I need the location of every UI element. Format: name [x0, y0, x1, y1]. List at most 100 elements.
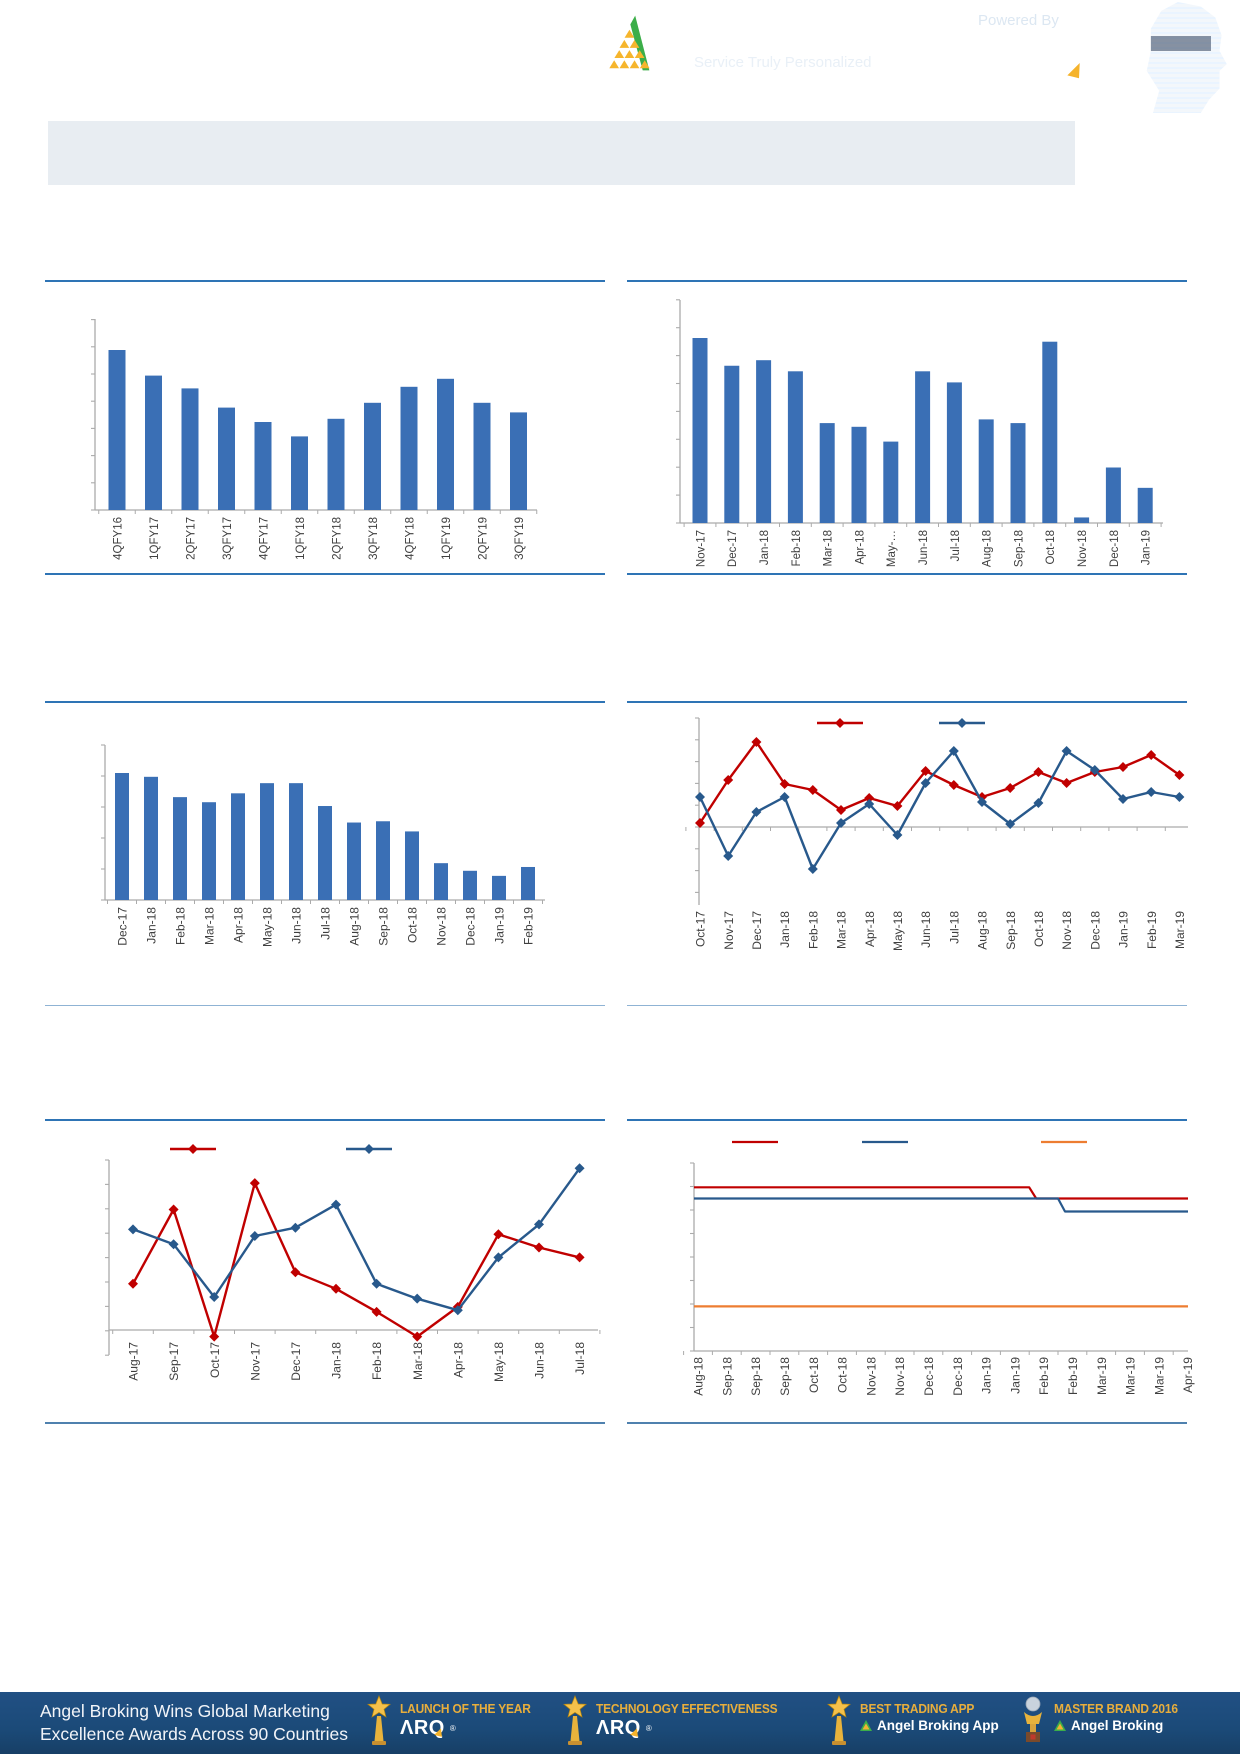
svg-text:Apr-18: Apr-18 [232, 907, 246, 943]
svg-text:Dec-18: Dec-18 [464, 907, 478, 946]
svg-text:1QFY19: 1QFY19 [441, 517, 453, 560]
arq-logo-text: ΛRQ [964, 27, 1080, 85]
award-launch-of-the-year: LAUNCH OF THE YEAR ΛRQ ® [366, 1695, 542, 1747]
svg-text:Feb-18: Feb-18 [806, 911, 820, 949]
angel-broking-mini-logo-icon [1054, 1720, 1066, 1731]
bar-chart-quarterly: 4QFY16 1QFY17 2QFY17 3QFY17 4QFY17 1QFY18 2QFY… [91, 319, 538, 560]
svg-text:Sep-18: Sep-18 [377, 907, 391, 946]
decorative-ring [430, 12, 526, 108]
svg-text:Nov-17: Nov-17 [695, 530, 707, 567]
svg-text:Dec-18: Dec-18 [1109, 530, 1121, 567]
svg-text:Jan-18: Jan-18 [330, 1342, 344, 1379]
arq-logo: ΛRQ ® [964, 29, 1089, 84]
star-trophy-icon [367, 1695, 391, 1745]
svg-text:Nov-17: Nov-17 [248, 1342, 262, 1381]
svg-text:Dec-18: Dec-18 [922, 1357, 936, 1396]
svg-text:Jul-18: Jul-18 [950, 530, 962, 561]
award-title: TECHNOLOGY EFFECTIVENESS [596, 1701, 778, 1716]
section-rule [627, 1422, 1187, 1424]
svg-text:Jan-19: Jan-19 [493, 907, 507, 944]
svg-text:Sep-18: Sep-18 [720, 1357, 734, 1396]
svg-text:Sep-18: Sep-18 [1013, 530, 1025, 567]
svg-text:Jul-18: Jul-18 [319, 907, 333, 940]
line-chart-oct17-mar19: Oct-17 Nov-17 Dec-17 Jan-18 Feb-18 Mar-18 Apr-… [685, 717, 1188, 951]
footer: Angel Broking Wins Global Marketing Exce… [0, 1692, 1240, 1754]
svg-text:Dec-18: Dec-18 [951, 1357, 965, 1396]
svg-text:Sep-18: Sep-18 [749, 1357, 763, 1396]
award-subtitle: Angel Broking App [860, 1718, 999, 1733]
arq-triangle-icon [433, 1727, 444, 1737]
svg-text:Aug-18: Aug-18 [692, 1357, 706, 1396]
svg-text:Jan-19: Jan-19 [1141, 530, 1153, 565]
svg-text:Feb-19: Feb-19 [1037, 1357, 1051, 1395]
svg-text:Feb-19: Feb-19 [1066, 1357, 1080, 1395]
svg-text:Aug-17: Aug-17 [127, 1342, 141, 1381]
brand-text: Angel Broking® Service Truly Personalize… [666, 12, 900, 71]
award-subtitle-label: Angel Broking [1071, 1718, 1164, 1733]
award-title: BEST TRADING APP [860, 1701, 975, 1716]
svg-text:Oct-18: Oct-18 [836, 1357, 850, 1393]
section-rule [627, 701, 1187, 703]
svg-text:2QFY17: 2QFY17 [185, 517, 197, 560]
section-rule [45, 280, 605, 282]
svg-text:Sep-18: Sep-18 [778, 1357, 792, 1396]
svg-text:3QFY17: 3QFY17 [222, 517, 234, 560]
footer-headline: Angel Broking Wins Global Marketing Exce… [40, 1700, 348, 1746]
award-master-brand-2016: MASTER BRAND 2016 Angel Broking [1020, 1695, 1189, 1747]
step-line-chart-aug18-apr19: Aug-18 Sep-18 Sep-18 Sep-18 Oct-18 Oct-18 Nov-… [683, 1140, 1195, 1396]
star-trophy-icon [827, 1695, 851, 1745]
svg-text:Sep-17: Sep-17 [167, 1342, 181, 1381]
svg-text:Jul-18: Jul-18 [947, 911, 961, 944]
svg-text:Jun-18: Jun-18 [918, 530, 930, 565]
award-subtitle: Angel Broking [1054, 1718, 1189, 1733]
svg-text:Jan-18: Jan-18 [778, 911, 792, 948]
footer-headline-line1: Angel Broking Wins Global Marketing [40, 1701, 330, 1721]
svg-text:Dec-17: Dec-17 [116, 907, 130, 946]
brand-name-label: Angel Broking [666, 12, 892, 50]
award-subtitle: ΛRQ ® [400, 1718, 542, 1738]
svg-text:Mar-19: Mar-19 [1173, 911, 1187, 949]
ai-head-graphic [1146, 2, 1227, 113]
svg-text:Mar-18: Mar-18 [823, 530, 835, 566]
globe-trophy-icon [1024, 1696, 1042, 1742]
svg-text:Apr-18: Apr-18 [854, 530, 866, 565]
svg-text:Mar-19: Mar-19 [1152, 1357, 1166, 1395]
section-rule [627, 1005, 1187, 1006]
svg-text:Nov-17: Nov-17 [722, 911, 736, 950]
svg-text:Apr-19: Apr-19 [1181, 1357, 1195, 1393]
svg-text:Dec-17: Dec-17 [727, 530, 739, 567]
svg-text:Jan-18: Jan-18 [759, 530, 771, 565]
title-banner [48, 121, 1075, 185]
svg-text:Jan-19: Jan-19 [1117, 911, 1131, 948]
section-rule [45, 573, 605, 575]
arq-triangle-icon [629, 1727, 640, 1737]
star-trophy-icon [563, 1695, 587, 1745]
section-rule [45, 1119, 605, 1121]
svg-text:Jul-18: Jul-18 [573, 1342, 587, 1375]
svg-text:Oct-18: Oct-18 [1045, 530, 1057, 565]
svg-text:Nov-18: Nov-18 [1077, 530, 1089, 567]
svg-text:Aug-18: Aug-18 [348, 907, 362, 946]
angel-broking-mini-logo-icon [860, 1720, 872, 1731]
svg-text:1QFY18: 1QFY18 [295, 517, 307, 560]
svg-text:Feb-18: Feb-18 [370, 1342, 384, 1380]
svg-text:May-18: May-18 [261, 907, 275, 947]
bar-chart-monthly-nov17-jan19: Nov-17 Dec-17 Jan-18 Feb-18 Mar-18 Apr-18 May-… [676, 299, 1163, 567]
section-rule [45, 1005, 605, 1006]
award-best-trading-app: BEST TRADING APP Angel Broking App [826, 1695, 999, 1747]
section-rule [45, 1422, 605, 1424]
footer-headline-line2: Excellence Awards Across 90 Countries [40, 1724, 349, 1744]
award-title: MASTER BRAND 2016 [1054, 1701, 1178, 1716]
svg-text:Mar-18: Mar-18 [835, 911, 849, 949]
svg-text:Jun-18: Jun-18 [533, 1342, 547, 1379]
svg-text:Aug-18: Aug-18 [976, 911, 990, 950]
svg-text:Feb-19: Feb-19 [522, 907, 536, 945]
svg-text:Jan-19: Jan-19 [1008, 1357, 1022, 1394]
svg-text:Aug-18: Aug-18 [982, 530, 994, 567]
registered-mark: ® [1079, 34, 1089, 46]
award-title: LAUNCH OF THE YEAR [400, 1701, 531, 1716]
registered-mark: ® [891, 17, 900, 29]
svg-text:Nov-18: Nov-18 [435, 907, 449, 946]
svg-text:Oct-18: Oct-18 [406, 907, 420, 943]
svg-text:Oct-17: Oct-17 [694, 911, 708, 947]
